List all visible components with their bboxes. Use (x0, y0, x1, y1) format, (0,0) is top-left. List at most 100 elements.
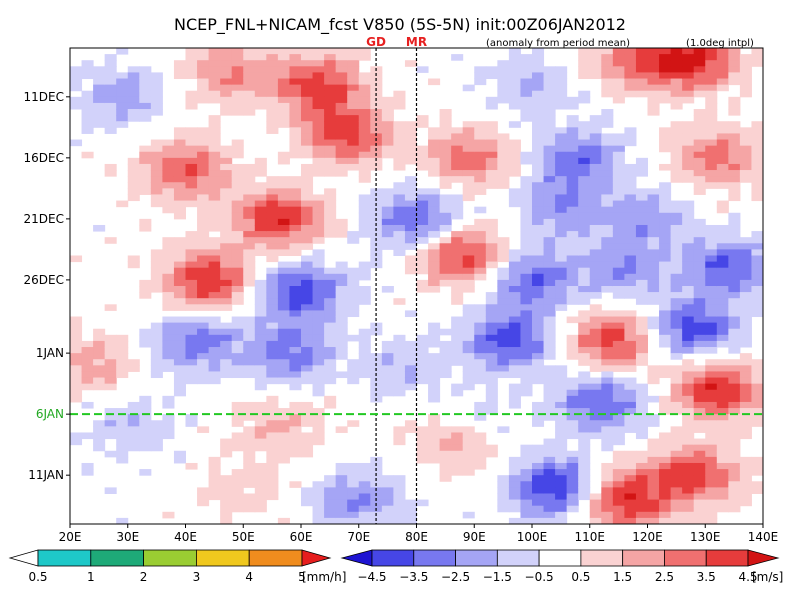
v850-cell (173, 279, 186, 287)
v850-cell (404, 200, 417, 208)
v850-cell (162, 359, 175, 366)
v850-cell (358, 469, 371, 476)
v850-cell (612, 353, 625, 360)
v850-cell (289, 90, 302, 98)
v850-cell (705, 231, 718, 238)
v850-cell (347, 54, 360, 61)
v850-cell (670, 432, 683, 440)
v850-cell (589, 377, 602, 385)
v850-cell (197, 182, 210, 189)
v850-cell (566, 206, 579, 214)
v850-cell (659, 127, 672, 134)
v850-cell (693, 48, 706, 55)
v850-cell (635, 261, 648, 269)
v850-cell (520, 54, 533, 61)
v850-cell (208, 481, 221, 488)
v850-cell (185, 133, 198, 141)
v850-cell (485, 401, 498, 409)
v850-cell (231, 145, 244, 153)
v850-cell (185, 102, 198, 110)
v850-cell (682, 84, 695, 92)
v850-cell (555, 200, 568, 208)
v850-cell (404, 261, 417, 269)
v850-cell (635, 286, 648, 293)
v850-cell (578, 316, 591, 324)
v850-cell (682, 237, 695, 244)
v850-cell (104, 72, 117, 80)
v850-cell (439, 365, 452, 372)
v850-cell (312, 84, 325, 92)
v850-cell (312, 267, 325, 275)
v850-cell (532, 249, 545, 256)
v850-cell (543, 377, 556, 385)
v850-cell (543, 511, 556, 519)
v850-cell (428, 322, 441, 330)
v850-cell (462, 163, 475, 171)
v850-cell (116, 450, 129, 458)
v850-cell (728, 426, 741, 433)
v850-cell (150, 359, 163, 366)
v850-cell (624, 127, 637, 134)
v850-cell (208, 475, 221, 482)
v850-cell (578, 182, 591, 189)
v850-cell (693, 334, 706, 342)
v850-cell (404, 212, 417, 220)
v850-cell (266, 444, 279, 452)
v850-cell (266, 109, 279, 116)
v850-cell (693, 54, 706, 61)
v850-cell (185, 322, 198, 330)
v850-cell (416, 499, 429, 507)
v850-cell (659, 456, 672, 464)
v850-cell (231, 499, 244, 507)
v850-cell (162, 395, 175, 403)
v850-cell (520, 487, 533, 494)
v850-cell (682, 218, 695, 226)
v850-cell (566, 176, 579, 183)
v850-cell (485, 72, 498, 80)
v850-cell (520, 371, 533, 379)
v850-cell (116, 420, 129, 427)
v850-cell (705, 127, 718, 134)
v850-cell (243, 261, 256, 269)
v850-cell (601, 90, 614, 98)
v850-cell (532, 224, 545, 232)
v850-cell (266, 60, 279, 67)
v850-cell (393, 359, 406, 366)
v850-cell (635, 432, 648, 440)
v850-cell (693, 163, 706, 171)
v850-cell (543, 255, 556, 263)
v850-cell (231, 438, 244, 446)
v850-cell (358, 475, 371, 482)
v850-cell (566, 151, 579, 159)
v850-cell (312, 261, 325, 269)
v850-cell (670, 353, 683, 360)
v850-cell (393, 157, 406, 165)
v850-cell (358, 48, 371, 55)
v850-cell (428, 139, 441, 147)
v850-cell (150, 72, 163, 80)
v850-cell (197, 127, 210, 134)
v850-cell (682, 475, 695, 482)
v850-cell (127, 90, 140, 98)
v850-cell (93, 66, 106, 73)
v850-cell (682, 493, 695, 501)
v850-cell (624, 133, 637, 141)
v850-cell (635, 383, 648, 391)
v850-cell (508, 383, 521, 391)
v850-cell (612, 176, 625, 183)
v850-cell (451, 212, 464, 220)
v850-cell (381, 231, 394, 238)
v850-cell (508, 170, 521, 177)
v850-cell (670, 389, 683, 397)
v850-cell (670, 206, 683, 214)
v850-cell (220, 353, 233, 360)
v850-cell (277, 261, 290, 269)
v850-cell (728, 102, 741, 110)
v850-cell (485, 261, 498, 269)
v850-cell (659, 84, 672, 92)
v850-cell (532, 316, 545, 324)
v850-cell (474, 432, 487, 440)
v850-cell (612, 334, 625, 342)
v850-cell (670, 462, 683, 470)
v850-cell (647, 78, 660, 86)
